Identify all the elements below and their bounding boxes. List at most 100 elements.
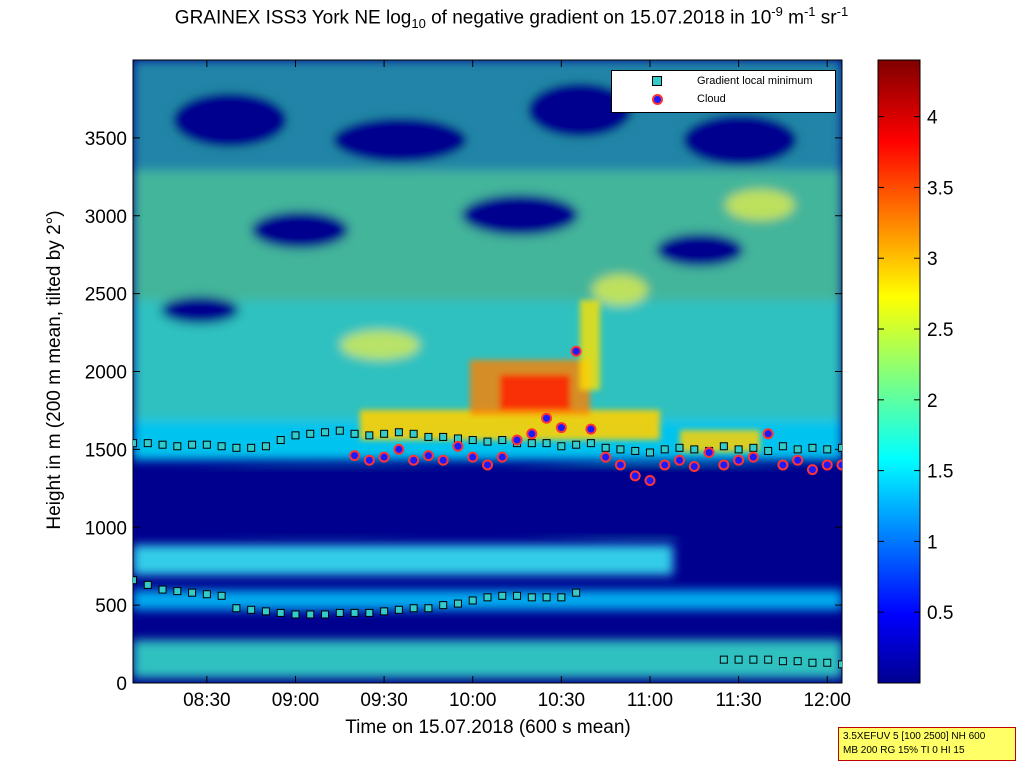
gradient-min-marker [321,610,330,619]
gradient-min-marker [498,436,507,445]
x-tick-label: 09:30 [360,690,408,711]
gradient-min-marker [232,443,241,452]
chart-title: GRAINEX ISS3 York NE log10 of negative g… [174,4,849,32]
colorbar [877,59,921,684]
gradient-min-marker [764,446,773,455]
gradient-min-marker [261,442,270,451]
y-tick-label: 3500 [85,129,127,150]
cloud-marker [393,443,405,455]
gradient-min-marker [778,442,787,451]
cloud-marker [629,470,641,482]
gradient-min-marker [335,426,344,435]
y-tick-label: 2000 [85,363,127,384]
gradient-min-marker [439,432,448,441]
gradient-min-marker [527,593,536,602]
y-tick-label: 3000 [85,207,127,228]
cloud-marker [570,345,582,357]
cloud-marker [688,461,700,473]
gradient-min-marker [778,657,787,666]
gradient-min-marker [823,445,832,454]
cloud-marker [467,451,479,463]
gradient-min-marker [513,591,522,600]
gradient-min-marker [690,445,699,454]
legend-entry-gradient: Gradient local minimum [612,73,833,91]
gradient-min-marker [217,442,226,451]
gradient-min-marker [291,431,300,440]
gradient-min-marker [173,587,182,596]
cloud-marker [378,451,390,463]
gradient-min-marker [808,443,817,452]
x-axis-label: Time on 15.07.2018 (600 s mean) [345,717,631,738]
gradient-min-marker [306,610,315,619]
gradient-min-marker [483,593,492,602]
cloud-marker [792,454,804,466]
gradient-min-marker [453,599,462,608]
colorbar-tick-label: 1 [927,532,938,553]
colorbar-tick-label: 2 [927,391,938,412]
circle-marker-icon [652,94,663,105]
x-tick-label: 11:00 [627,690,673,711]
legend-label-cloud: Cloud [697,93,726,105]
y-tick-label: 0 [116,674,127,695]
gradient-min-marker [247,443,256,452]
gradient-min-marker [660,445,669,454]
cloud-marker [747,451,759,463]
legend-label-gradient: Gradient local minimum [697,75,813,87]
gradient-min-marker [838,660,842,669]
gradient-min-marker [133,439,137,448]
marker-layer [133,345,842,669]
gradient-min-marker [498,591,507,600]
gradient-min-marker [734,445,743,454]
cloud-marker [600,451,612,463]
y-tick-label: 2500 [85,285,127,306]
cloud-marker [644,475,656,487]
gradient-min-marker [764,655,773,664]
gradient-min-marker [645,448,654,457]
x-tick-label: 09:00 [272,690,320,711]
gradient-min-marker [188,440,197,449]
cloud-marker [496,451,508,463]
gradient-min-marker [261,607,270,616]
config-line-2: MB 200 RG 15% TI 0 HI 15 [843,745,965,756]
gradient-min-marker [749,443,758,452]
gradient-min-marker [557,442,566,451]
gradient-min-marker [823,658,832,667]
gradient-min-marker [483,437,492,446]
cloud-marker [777,459,789,471]
gradient-min-marker [158,440,167,449]
colorbar-tick-label: 1.5 [927,462,953,483]
gradient-min-marker [542,593,551,602]
gradient-min-marker [793,657,802,666]
cloud-marker [482,459,493,471]
gradient-min-marker [188,588,197,597]
gradient-min-marker [365,608,374,617]
gradient-min-marker [350,429,359,438]
gradient-min-marker [232,604,241,613]
cloud-marker [674,454,686,466]
gradient-min-marker [631,446,640,455]
cloud-marker [349,450,361,462]
gradient-min-marker [572,588,581,597]
gradient-min-marker [350,608,359,617]
cloud-marker [555,422,567,434]
gradient-min-marker [247,605,256,614]
colorbar-tick-label: 0.5 [927,603,953,624]
cloud-marker [422,450,434,462]
legend: Gradient local minimum Cloud [611,70,836,113]
cloud-marker [614,459,626,471]
gradient-min-marker [143,580,152,589]
gradient-min-marker [808,658,817,667]
gradient-min-marker [380,607,389,616]
gradient-min-marker [675,443,684,452]
cloud-marker [718,459,730,471]
config-line-1: 3.5XEFUV 5 [100 2500] NH 600 [843,731,986,742]
cloud-marker [703,446,715,458]
y-axis-label: Height in m (200 m mean, tilted by 2°) [44,210,65,530]
x-tick-label: 12:00 [803,690,851,711]
y-tick-label: 1500 [85,440,127,461]
gradient-min-marker [616,445,625,454]
gradient-min-marker [365,431,374,440]
x-axis: 08:30 09:00 09:30 10:00 10:30 11:00 11:30 12:00 [183,60,851,711]
cloud-marker [452,440,464,452]
